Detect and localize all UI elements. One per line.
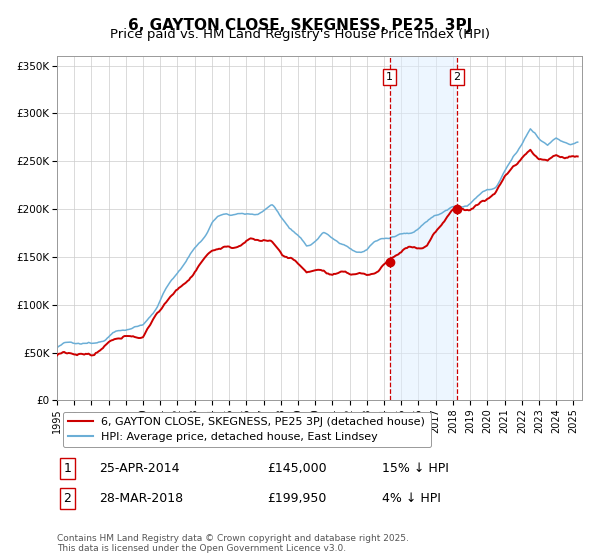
Text: 1: 1 — [386, 72, 393, 82]
Text: 28-MAR-2018: 28-MAR-2018 — [99, 492, 183, 505]
Text: £199,950: £199,950 — [267, 492, 326, 505]
Text: £145,000: £145,000 — [267, 461, 326, 474]
Legend: 6, GAYTON CLOSE, SKEGNESS, PE25 3PJ (detached house), HPI: Average price, detach: 6, GAYTON CLOSE, SKEGNESS, PE25 3PJ (det… — [62, 412, 431, 447]
Text: 6, GAYTON CLOSE, SKEGNESS, PE25  3PJ: 6, GAYTON CLOSE, SKEGNESS, PE25 3PJ — [128, 18, 472, 33]
Text: 1: 1 — [64, 461, 71, 474]
Text: Price paid vs. HM Land Registry's House Price Index (HPI): Price paid vs. HM Land Registry's House … — [110, 28, 490, 41]
Bar — [389, 56, 457, 400]
Text: 15% ↓ HPI: 15% ↓ HPI — [383, 461, 449, 474]
Text: 2: 2 — [64, 492, 71, 505]
Text: Contains HM Land Registry data © Crown copyright and database right 2025.
This d: Contains HM Land Registry data © Crown c… — [57, 534, 409, 553]
Text: 25-APR-2014: 25-APR-2014 — [99, 461, 179, 474]
Text: 4% ↓ HPI: 4% ↓ HPI — [383, 492, 442, 505]
Text: 2: 2 — [454, 72, 461, 82]
